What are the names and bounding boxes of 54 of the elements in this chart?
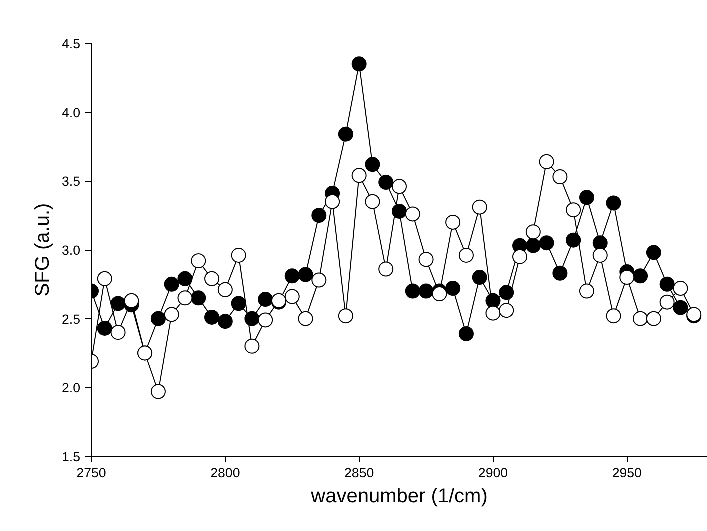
point [633, 268, 648, 284]
point [365, 157, 380, 172]
point [191, 290, 206, 306]
point [352, 56, 367, 72]
point [458, 326, 474, 342]
point [552, 266, 568, 281]
x-tick-label: 2750 [76, 466, 106, 480]
x-tick-label: 2800 [210, 466, 240, 480]
point [526, 238, 541, 254]
point [499, 285, 514, 300]
point [178, 271, 193, 286]
point [338, 126, 354, 142]
point [405, 284, 420, 299]
point [204, 310, 220, 325]
point [124, 293, 140, 308]
point [378, 175, 394, 190]
point [392, 204, 407, 219]
point [579, 190, 594, 206]
point [660, 276, 675, 292]
point [539, 236, 554, 251]
point [110, 296, 126, 312]
point [258, 292, 274, 308]
point [620, 270, 635, 286]
point [566, 232, 582, 248]
point [592, 236, 608, 251]
y-tick-label: 1.5 [62, 450, 81, 464]
x-tick-label: 2900 [478, 466, 508, 480]
point [231, 296, 246, 312]
point [218, 314, 233, 330]
y-tick-label: 3.5 [62, 174, 81, 190]
y-tick-label: 2.5 [62, 312, 81, 327]
point [418, 284, 434, 299]
point [646, 245, 662, 260]
point [150, 311, 166, 326]
point [284, 268, 300, 284]
y-axis-title: SFG (a.u.) [32, 203, 54, 297]
point [97, 320, 112, 336]
point [164, 276, 180, 292]
y-tick-label: 4.0 [62, 105, 81, 120]
point [446, 281, 461, 296]
point [472, 270, 488, 286]
point [298, 267, 314, 282]
point [432, 286, 448, 302]
y-tick-label: 2.0 [62, 380, 81, 396]
point [312, 208, 327, 224]
x-tick-label: 2950 [612, 466, 642, 480]
y-tick-label: 3.0 [62, 243, 81, 258]
point [606, 196, 622, 211]
x-axis-title: wavenumber (1/cm) [310, 486, 488, 508]
point [673, 300, 688, 316]
point [325, 194, 340, 210]
point [512, 249, 528, 264]
x-tick-label: 2850 [344, 466, 374, 480]
y-tick-label: 4.5 [62, 36, 81, 52]
